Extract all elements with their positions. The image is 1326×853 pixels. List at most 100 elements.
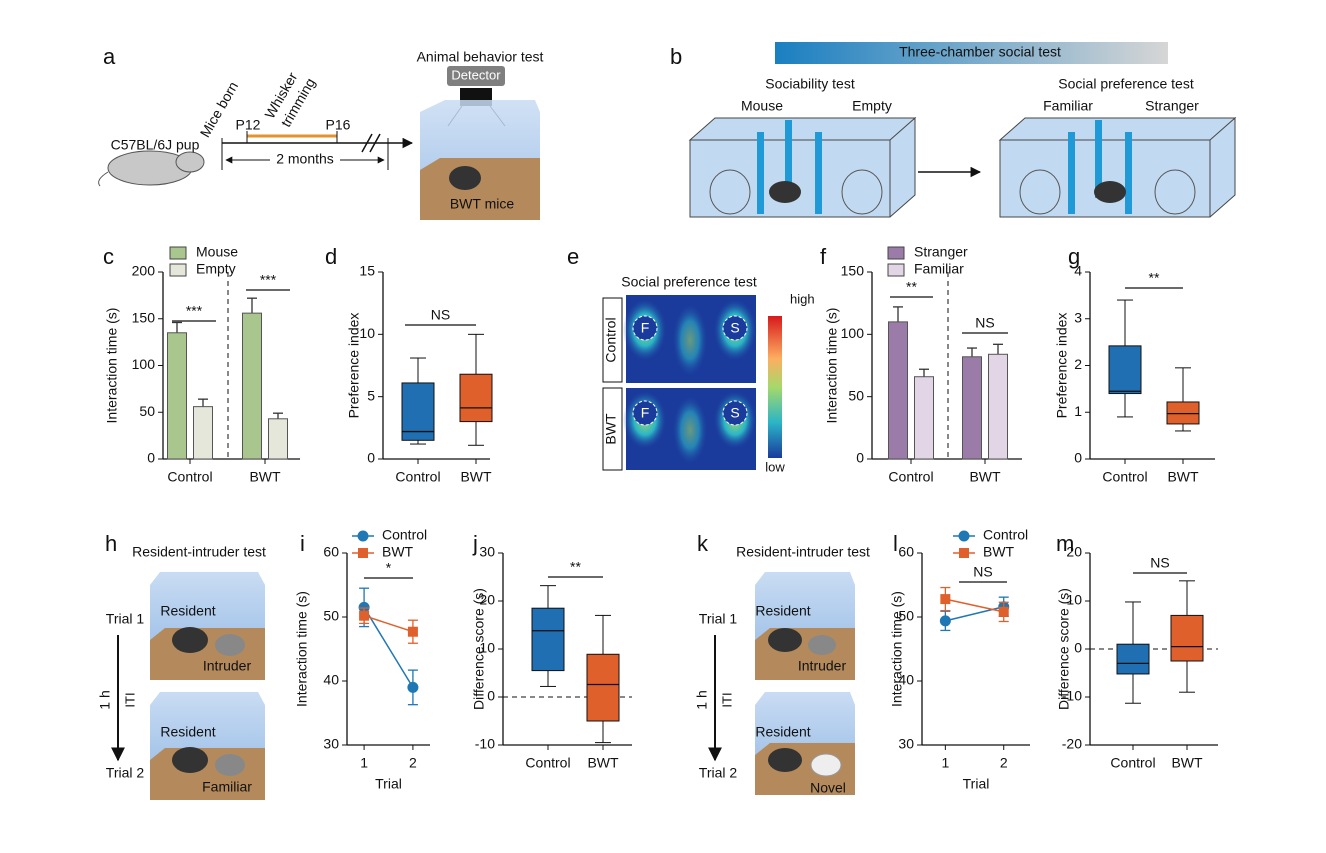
mice-label: BWT mice xyxy=(450,196,515,212)
trial-label: Trial 1 xyxy=(699,611,738,627)
panel-label: d xyxy=(325,244,337,269)
x-axis-label: Trial xyxy=(375,776,402,792)
y-tick-label: 200 xyxy=(132,263,156,279)
panel-label: f xyxy=(820,244,827,269)
y-axis-label: Difference score (s) xyxy=(471,588,487,710)
right-b: Stranger xyxy=(1145,98,1199,114)
title: Resident-intruder test xyxy=(132,544,266,560)
marker xyxy=(407,681,419,693)
bar xyxy=(888,321,908,460)
box xyxy=(401,382,435,441)
panel-label: h xyxy=(105,531,117,556)
duration-label: 2 months xyxy=(276,151,334,167)
y-tick-label: 20 xyxy=(1066,544,1082,560)
legend-label: BWT xyxy=(983,544,1015,560)
marker xyxy=(357,530,369,542)
second-label: Novel xyxy=(810,780,846,796)
cup xyxy=(1154,169,1196,215)
marker xyxy=(939,615,951,627)
mouse-icon xyxy=(768,748,802,772)
y-tick-label: 60 xyxy=(323,544,339,560)
cup-marker xyxy=(632,400,658,426)
legend-label: Control xyxy=(983,527,1028,543)
interval-label: 1 h xyxy=(694,690,710,709)
series-line xyxy=(363,607,414,688)
row-label: Control xyxy=(603,317,619,362)
y-axis-label: Preference index xyxy=(1054,313,1070,419)
y-axis-label: Interaction time (s) xyxy=(104,308,120,424)
diagram-e: e Social preference test Control BWT F S… xyxy=(567,244,815,475)
divider xyxy=(785,120,792,198)
second-label: Familiar xyxy=(202,779,252,795)
divider xyxy=(1125,132,1132,214)
mouse-icon xyxy=(215,754,245,776)
mouse-icon xyxy=(172,627,208,653)
series-line xyxy=(945,598,1004,613)
bar xyxy=(962,356,982,460)
trial-label: Trial 2 xyxy=(699,765,738,781)
box xyxy=(1170,614,1204,662)
intruder-label: Intruder xyxy=(798,658,847,674)
x-tick-label: BWT xyxy=(1171,755,1203,771)
bedding xyxy=(420,158,540,220)
y-tick-label: 150 xyxy=(132,309,156,325)
y-tick-label: 0 xyxy=(487,688,495,704)
box xyxy=(459,373,493,423)
left-a: Mouse xyxy=(741,98,783,114)
x-tick-label: Control xyxy=(1102,469,1147,485)
left-b: Empty xyxy=(852,98,892,114)
detector-box xyxy=(447,66,505,86)
bar xyxy=(268,418,288,460)
y-tick-label: 50 xyxy=(139,403,155,419)
panel-label: e xyxy=(567,244,579,269)
x-tick-label: 2 xyxy=(1000,755,1008,771)
trial-label: Trial 1 xyxy=(106,611,145,627)
marker xyxy=(958,530,970,542)
y-tick-label: 30 xyxy=(323,736,339,752)
cup-marker xyxy=(632,315,658,341)
y-tick-label: 40 xyxy=(323,672,339,688)
significance-label: NS xyxy=(431,307,450,323)
interval-label: 1 h xyxy=(97,690,113,709)
y-tick-label: 50 xyxy=(898,608,914,624)
cup-label: F xyxy=(641,320,650,336)
diagram-b: b Three-chamber social test Sociability … xyxy=(670,42,1237,218)
significance-label: NS xyxy=(973,564,992,580)
heat-blob xyxy=(672,394,708,466)
y-tick-label: 20 xyxy=(479,592,495,608)
x-tick-label: Control xyxy=(167,469,212,485)
legend-label: Control xyxy=(382,527,427,543)
detector-label: Detector xyxy=(451,67,501,82)
legend-label: Empty xyxy=(196,261,236,277)
box xyxy=(586,653,620,722)
p12-label: P12 xyxy=(236,117,261,133)
significance-label: *** xyxy=(186,303,203,319)
box xyxy=(531,607,565,672)
significance-label: *** xyxy=(260,272,277,288)
cup xyxy=(709,169,751,215)
iti-label: ITI xyxy=(122,692,137,707)
y-tick-label: 5 xyxy=(367,387,375,403)
y-tick-label: 10 xyxy=(1066,592,1082,608)
mouse-icon xyxy=(449,166,481,190)
panel-label: c xyxy=(103,244,114,269)
bar xyxy=(988,353,1008,460)
y-tick-label: 1 xyxy=(1074,403,1082,419)
cup-label: F xyxy=(641,405,650,421)
x-tick-label: BWT xyxy=(460,469,492,485)
row-frame xyxy=(602,387,623,471)
y-tick-label: -10 xyxy=(475,736,495,752)
mouse-icon xyxy=(215,634,245,656)
y-axis-label: Preference index xyxy=(346,313,362,419)
chamber-box xyxy=(998,116,1237,218)
legend-swatch xyxy=(169,263,187,277)
y-tick-label: 0 xyxy=(367,450,375,466)
y-tick-label: 50 xyxy=(323,608,339,624)
panel-label: g xyxy=(1068,244,1080,269)
y-tick-label: 150 xyxy=(841,263,865,279)
significance-label: ** xyxy=(570,559,581,575)
row-label: BWT xyxy=(603,413,619,445)
y-tick-label: 10 xyxy=(359,325,375,341)
label-bg xyxy=(270,151,340,169)
